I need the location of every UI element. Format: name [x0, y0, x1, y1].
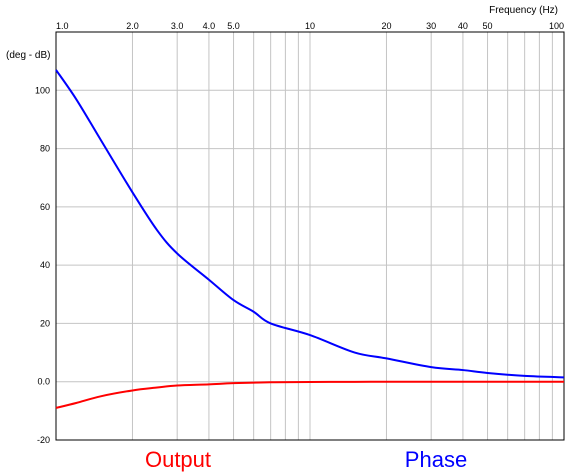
x-axis-title: Frequency (Hz) [489, 5, 558, 16]
tick-labels: 1.0 2.0 3.0 4.0 5.0 10 20 30 40 50 100 -20 0.0 20 40 60… [35, 21, 564, 445]
legend-output: Output [145, 447, 211, 472]
x-tick-label: 30 [426, 21, 436, 31]
y-tick-label: 100 [35, 85, 50, 95]
phase-series-line [55, 69, 565, 379]
y-tick-label: 40 [40, 260, 50, 270]
series-layer [55, 69, 565, 409]
x-tick-label: 20 [381, 21, 391, 31]
y-tick-label: 60 [40, 202, 50, 212]
x-tick-label: 4.0 [203, 21, 216, 31]
y-tick-label: 0.0 [37, 377, 50, 387]
x-tick-label: 10 [305, 21, 315, 31]
plot-frame [55, 31, 565, 441]
y-tick-label: -20 [37, 435, 50, 445]
x-tick-label: 3.0 [171, 21, 184, 31]
output-series-line [55, 380, 564, 409]
y-tick-label: 80 [40, 144, 50, 154]
legend-phase: Phase [405, 447, 467, 472]
y-axis-title: (deg - dB) [6, 50, 50, 61]
x-tick-label: 40 [458, 21, 468, 31]
x-tick-label: 5.0 [227, 21, 240, 31]
x-tick-label: 2.0 [126, 21, 139, 31]
x-tick-label: 100 [549, 21, 564, 31]
x-tick-label: 1.0 [56, 21, 69, 31]
y-tick-label: 20 [40, 318, 50, 328]
grid [56, 32, 564, 440]
x-tick-label: 50 [483, 21, 493, 31]
